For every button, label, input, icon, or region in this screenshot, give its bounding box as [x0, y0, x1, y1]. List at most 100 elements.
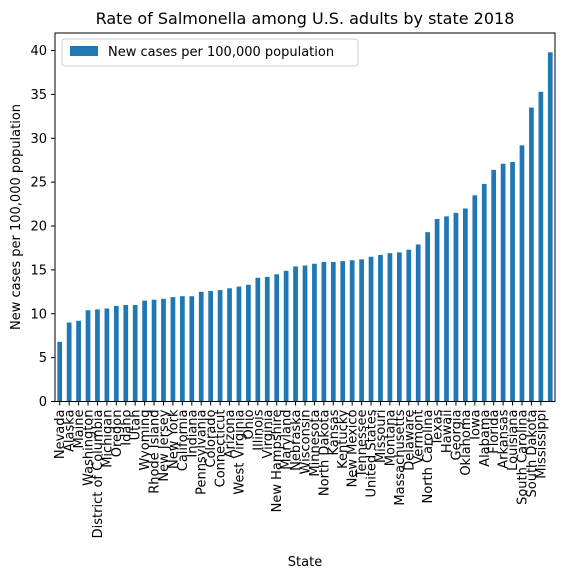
bar — [227, 288, 232, 402]
x-tick-label: Michigan — [100, 410, 115, 468]
bar — [180, 296, 185, 402]
bar — [170, 297, 176, 402]
bars-group — [57, 52, 553, 402]
bar — [396, 252, 402, 402]
bar — [217, 290, 223, 402]
bar — [113, 305, 119, 402]
x-tick-label: Mississippi — [534, 410, 549, 479]
y-tick-label: 0 — [39, 395, 47, 410]
bar — [491, 169, 497, 402]
bar — [463, 208, 468, 402]
x-tick-label: New Jersey — [157, 409, 172, 481]
x-tick-label: District of Columbia — [91, 410, 106, 539]
bar — [434, 219, 440, 402]
x-tick-label: Tennessee — [355, 409, 370, 478]
x-tick-label: Louisiana — [506, 410, 521, 471]
plot-frame — [54, 32, 556, 402]
x-tick-label: Indiana — [185, 410, 200, 458]
bar — [142, 300, 147, 402]
bar — [312, 263, 317, 402]
bar — [66, 322, 72, 402]
bar — [274, 274, 280, 402]
bar — [547, 52, 553, 402]
x-tick-label: United States — [365, 409, 380, 497]
x-tick-label: California — [176, 410, 191, 472]
x-tick-label: North Dakota — [317, 410, 332, 497]
bar — [161, 298, 166, 402]
y-tick-label: 35 — [30, 88, 47, 103]
legend-label: New cases per 100,000 population — [108, 45, 334, 60]
x-tick-label: South Dakota — [525, 410, 540, 498]
legend-box — [61, 38, 359, 67]
x-tick-label: Nebraska — [289, 410, 304, 471]
x-tick-label: Delaware — [402, 410, 417, 471]
bar — [415, 244, 421, 402]
y-axis-ticks: 0 5 10 15 20 25 30 35 40 — [30, 44, 55, 410]
x-tick-label: Illinois — [251, 409, 266, 450]
x-tick-label: Maine — [72, 410, 87, 449]
y-tick-label: 5 — [39, 351, 47, 366]
x-tick-label: Alabama — [478, 410, 493, 467]
bar — [387, 253, 393, 402]
bar — [444, 216, 449, 402]
bar — [255, 277, 261, 402]
x-tick-label: Oklahoma — [459, 410, 474, 476]
chart-title: Rate of Salmonella among U.S. adults by … — [96, 9, 515, 28]
x-axis-label: State — [288, 555, 322, 570]
bar — [481, 183, 487, 402]
x-tick-label: Minnesota — [308, 410, 323, 477]
x-tick-label: Missouri — [374, 410, 389, 464]
x-tick-label: Wisconsin — [299, 410, 314, 475]
y-tick-label: 15 — [30, 263, 47, 278]
y-axis-label: New cases per 100,000 population — [9, 104, 24, 330]
bar — [529, 107, 534, 402]
bar — [123, 304, 129, 402]
bar — [378, 254, 383, 402]
x-tick-label: Texas — [431, 409, 446, 446]
x-tick-label: Oregon — [110, 410, 125, 458]
bar — [236, 286, 242, 402]
x-tick-label: South Carolina — [515, 410, 530, 505]
bar — [472, 195, 478, 402]
bar — [264, 276, 270, 402]
bar — [208, 290, 214, 402]
y-tick-label: 40 — [30, 44, 47, 59]
bar — [425, 232, 430, 402]
x-tick-label: Vermont — [412, 410, 427, 465]
bar — [104, 308, 110, 402]
x-tick-label: Virginia — [261, 410, 276, 459]
bar — [538, 91, 544, 402]
x-tick-label: Massachusetts — [393, 409, 408, 505]
bar — [76, 320, 81, 402]
x-tick-label: Utah — [129, 410, 144, 441]
x-tick-label: Maryland — [280, 410, 295, 470]
bar — [330, 262, 336, 402]
x-tick-label: Washington — [82, 410, 97, 486]
x-tick-label: Idaho — [119, 409, 134, 445]
bar — [510, 161, 515, 402]
x-tick-label: Kansas — [327, 409, 342, 455]
x-tick-label: Montana — [383, 410, 398, 467]
bar — [132, 304, 138, 402]
y-tick-label: 20 — [30, 220, 47, 235]
x-tick-label: Colorado — [204, 409, 219, 467]
bar — [302, 265, 308, 402]
legend-swatch — [70, 46, 98, 56]
x-tick-label: Pennsylvania — [195, 410, 210, 495]
x-tick-label: Hawaii — [440, 410, 455, 454]
bar — [198, 291, 204, 402]
bar — [368, 256, 374, 402]
y-tick-label: 30 — [30, 132, 47, 147]
x-tick-label: West Virginia — [232, 410, 247, 495]
x-tick-label: Nevada — [53, 410, 68, 460]
bar — [95, 309, 100, 402]
bar — [340, 261, 346, 402]
bar — [359, 259, 364, 402]
bar — [189, 296, 195, 402]
x-tick-label: North Carolina — [421, 410, 436, 504]
legend: New cases per 100,000 population — [61, 38, 359, 67]
y-tick-label: 25 — [30, 176, 47, 191]
x-tick-label: New York — [166, 409, 181, 469]
